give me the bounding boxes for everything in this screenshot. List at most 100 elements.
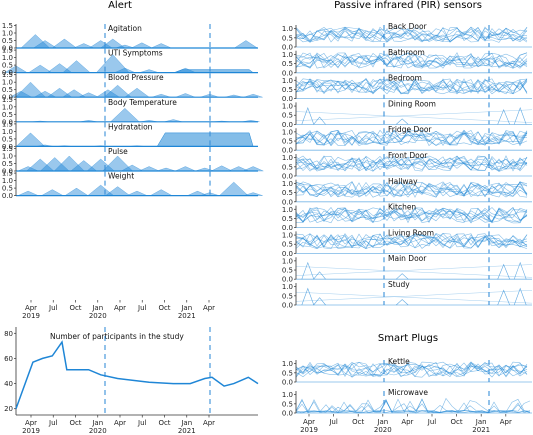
sensor-spike [497, 263, 510, 280]
plugs-xtick-month: Oct [352, 418, 364, 426]
sensor-spike [313, 116, 326, 125]
sensor-trace [295, 233, 528, 250]
alert-title: Alert [108, 0, 132, 11]
alert-chart-agitation: 0.00.51.01.5 Agitation [2, 22, 259, 53]
alert-label-pulse: Pulse [108, 147, 128, 156]
participants-line [15, 340, 259, 409]
alert-ytick-label: 1.5 [2, 47, 13, 55]
sensor-ytick-label: 0.5 [282, 34, 293, 42]
alert-ytick-label: 0.5 [2, 135, 13, 143]
sensor-label-study: Study [388, 280, 410, 289]
participants-xtick-year: 2020 [89, 427, 107, 435]
sensor-ytick-label: 0.5 [282, 400, 293, 408]
alert-ytick-label: 0.5 [2, 160, 13, 168]
sensor-ytick-label: 0.5 [282, 241, 293, 249]
alert-peak [149, 189, 173, 196]
sensor-ytick-label: 0.0 [282, 173, 293, 181]
alert-peak [104, 186, 131, 196]
sensor-chart-fridge-door: 0.00.5 1.0 Fridge Door [282, 125, 532, 155]
alert-xtick-month: Apr [25, 304, 37, 312]
alert-chart-weight: 0.00.51.01.5 Weight [2, 170, 263, 200]
plugs-xtick-year: 2019 [300, 426, 318, 434]
sensor-ytick-label: 1.0 [282, 232, 293, 240]
alert-chart-blood-pressure: 0.00.51.01.5 Blood Pressure [2, 71, 263, 102]
alert-peak [27, 64, 53, 73]
sensor-ytick-label: 0.0 [282, 69, 293, 77]
sensor-ytick-label: 1.0 [282, 257, 293, 265]
sensor-ytick-label: 0.0 [282, 121, 293, 129]
alert-peak [126, 190, 148, 196]
sensor-label-hallway: Hallway [388, 177, 418, 186]
sensor-ytick-label: 0.0 [282, 302, 293, 310]
alert-peak [40, 189, 65, 196]
sensor-ytick-label: 1.0 [282, 128, 293, 136]
participants-xtick-month: Jan [91, 419, 103, 427]
alert-peak [242, 166, 264, 172]
sensor-chart-living-room: 0.00.51.0 Living Room [282, 228, 532, 258]
sensor-ytick-label: 0.0 [282, 224, 293, 232]
alert-label-agitation: Agitation [108, 24, 142, 33]
participants-xtick-month: Jan [180, 419, 192, 427]
sensor-trace [295, 207, 528, 223]
alert-ytick-label: 1.5 [2, 170, 13, 178]
alert-ytick-label: 1.5 [2, 120, 13, 128]
sensor-ytick-label: 0.5 [282, 215, 293, 223]
sensor-spike [301, 261, 315, 280]
alert-ytick-label: 1.0 [2, 177, 13, 185]
alert-ytick-label: 0.5 [2, 111, 13, 119]
participants-xtick-month: Jul [137, 419, 147, 427]
sensor-ytick-label: 0.0 [282, 147, 293, 155]
sensor-spike [395, 299, 409, 306]
sensor-ytick-label: 1.0 [282, 154, 293, 162]
sensor-ytick-label: 0.0 [282, 410, 293, 418]
sensor-ytick-label: 1.0 [282, 25, 293, 33]
sensor-spike [313, 271, 326, 280]
participants-xtick-month: Apr [114, 419, 126, 427]
plugs-xtick-year: 2020 [374, 426, 392, 434]
sensor-label-dining-room: Dining Room [388, 99, 436, 108]
alert-ytick-label: 1.0 [2, 79, 13, 87]
sensor-trace [295, 398, 531, 414]
sensor-label-main-door: Main Door [388, 254, 427, 263]
sensor-trace [295, 182, 528, 198]
sensor-ytick-label: 0.5 [282, 369, 293, 377]
sensor-chart-kettle: 0.0 0.51.0 Kettle [282, 357, 532, 387]
sensor-trace [295, 361, 528, 378]
plugs-xtick-month: Apr [401, 418, 413, 426]
sensor-ytick-label: 1.0 [282, 51, 293, 59]
participants-ytick-label: 60 [4, 355, 13, 363]
sensor-ytick-label: 0.5 [282, 86, 293, 94]
sensor-label-living-room: Living Room [388, 228, 434, 237]
sensor-ytick-label: 1.0 [282, 360, 293, 368]
alert-ytick-label: 0.5 [2, 185, 13, 193]
participants-xtick-month: Oct [69, 419, 81, 427]
alert-ytick-label: 1.0 [2, 30, 13, 38]
sensor-trace [295, 264, 533, 276]
sensor-ytick-label: 0.0 [282, 276, 293, 284]
alert-peak [51, 38, 78, 49]
sensor-label-fridge-door: Fridge Door [388, 125, 432, 134]
participants-ytick-label: 40 [4, 380, 13, 388]
sensor-ytick-label: 1.0 [282, 103, 293, 111]
alert-label-body-temperature: Body Temperature [108, 98, 177, 107]
sensor-trace [295, 109, 533, 121]
sensor-spike [513, 287, 527, 306]
sensor-trace [295, 291, 533, 304]
sensor-chart-dining-room: 0.00.51.0 Dining Room [282, 99, 533, 129]
alert-peak [17, 190, 39, 196]
sensor-ytick-label: 0.0 [282, 379, 293, 387]
plugs-xtick-month: Apr [303, 418, 315, 426]
alert-peak [218, 181, 249, 196]
alert-ytick-label: 0.5 [2, 37, 13, 45]
sensor-trace [295, 111, 533, 123]
sensor-ytick-label: 0.5 [282, 267, 293, 275]
sensor-label-microwave: Microwave [388, 388, 428, 397]
sensor-trace [295, 26, 528, 43]
alert-ytick-label: 1.5 [2, 145, 13, 153]
alert-ytick-label: 0.0 [2, 118, 13, 126]
alert-ytick-label: 1.5 [2, 22, 13, 30]
alert-xtick-month: Oct [158, 304, 170, 312]
plugs-xtick-year: 2021 [472, 426, 490, 434]
participants-ytick-label: 80 [4, 330, 13, 338]
